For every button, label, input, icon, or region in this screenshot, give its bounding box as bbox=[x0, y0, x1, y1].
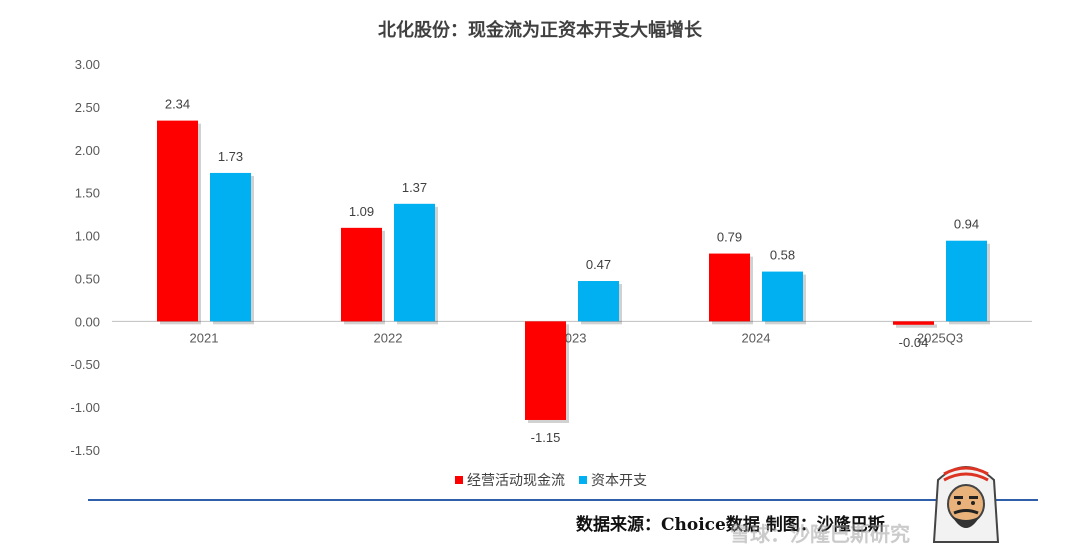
legend-label: 资本开支 bbox=[591, 473, 647, 489]
bar-operating-cash-flow bbox=[893, 321, 934, 325]
bar-chart: 3.00 2.50 2.00 1.50 1.00 0.50 0.00 -0.50 -1.00 -1… bbox=[70, 57, 1032, 458]
arab-man-mascot-icon bbox=[932, 466, 1000, 543]
x-tick-label: 2025Q3 bbox=[917, 330, 963, 345]
legend-item-operating-cash-flow: 经营活动现金流 bbox=[455, 470, 565, 490]
bar-capex bbox=[210, 172, 251, 322]
bar-operating-cash-flow bbox=[525, 321, 566, 420]
x-tick-label: 2022 bbox=[374, 330, 403, 345]
bar-operating-cash-flow bbox=[341, 227, 382, 322]
y-tick-label: 3.00 bbox=[75, 57, 100, 72]
legend-swatch-red bbox=[455, 476, 463, 484]
bar-capex bbox=[946, 240, 987, 322]
data-label: -0.04 bbox=[899, 335, 929, 350]
footer-divider bbox=[88, 499, 1038, 501]
bar-capex bbox=[762, 271, 803, 322]
y-tick-label: 1.00 bbox=[75, 229, 100, 244]
x-tick-label: 2024 bbox=[742, 330, 771, 345]
y-tick-label: 2.50 bbox=[75, 100, 100, 115]
x-tick-label: 2021 bbox=[190, 330, 219, 345]
bar-operating-cash-flow bbox=[157, 120, 198, 322]
bar-shadow bbox=[896, 324, 937, 328]
data-label: -1.15 bbox=[531, 430, 561, 445]
source-note: 数据来源：Choice数据 制图：沙隆巴斯 bbox=[576, 515, 885, 535]
bar-operating-cash-flow bbox=[709, 253, 750, 322]
legend-label: 经营活动现金流 bbox=[467, 473, 565, 489]
y-tick-label: -1.00 bbox=[70, 400, 100, 415]
data-label: 1.73 bbox=[218, 149, 243, 164]
bar-capex bbox=[578, 281, 619, 322]
chart-title: 北化股份：现金流为正资本开支大幅增长 bbox=[378, 20, 702, 41]
legend-item-capex: 资本开支 bbox=[579, 470, 647, 490]
data-label: 1.37 bbox=[402, 180, 427, 195]
data-label: 0.79 bbox=[717, 230, 742, 245]
data-label: 0.94 bbox=[954, 217, 979, 232]
watermark: 雪球：沙隆巴斯研究 bbox=[730, 522, 910, 546]
legend: 经营活动现金流 资本开支 bbox=[455, 470, 647, 490]
y-tick-label: 0.00 bbox=[75, 314, 100, 329]
y-tick-label: 1.50 bbox=[75, 186, 100, 201]
bar-capex bbox=[394, 203, 435, 322]
data-label: 1.09 bbox=[349, 204, 374, 219]
data-label: 2.34 bbox=[165, 97, 190, 112]
y-tick-label: 2.00 bbox=[75, 143, 100, 158]
y-tick-label: -1.50 bbox=[70, 443, 100, 458]
legend-swatch-blue bbox=[579, 476, 587, 484]
data-label: 0.47 bbox=[586, 257, 611, 272]
y-tick-label: 0.50 bbox=[75, 271, 100, 286]
data-label: 0.58 bbox=[770, 248, 795, 263]
y-tick-label: -0.50 bbox=[70, 357, 100, 372]
